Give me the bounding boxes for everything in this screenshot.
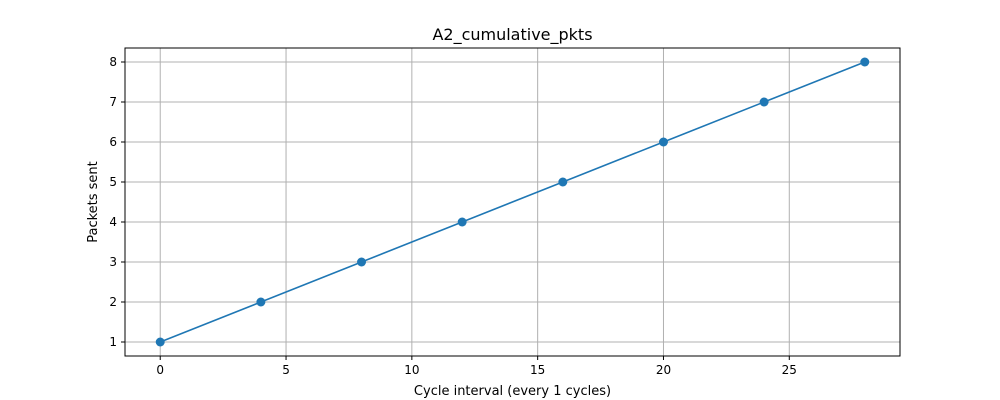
data-point bbox=[457, 217, 467, 227]
chart-title: A2_cumulative_pkts bbox=[432, 25, 592, 45]
data-point bbox=[860, 57, 870, 67]
data-point bbox=[357, 257, 367, 267]
x-axis-label: Cycle interval (every 1 cycles) bbox=[414, 384, 611, 399]
x-tick-label: 5 bbox=[282, 363, 290, 377]
series-layer bbox=[155, 57, 870, 347]
grid bbox=[125, 48, 900, 356]
y-axis-label: Packets sent bbox=[86, 161, 101, 243]
data-point bbox=[558, 177, 568, 187]
x-tick-label: 25 bbox=[782, 363, 797, 377]
plot-frame bbox=[124, 47, 901, 357]
y-tick-label: 3 bbox=[109, 255, 117, 269]
y-tick-label: 6 bbox=[109, 135, 117, 149]
x-tick-label: 20 bbox=[656, 363, 671, 377]
data-point bbox=[658, 137, 668, 147]
y-tick-label: 2 bbox=[109, 295, 117, 309]
y-tick-label: 7 bbox=[109, 95, 117, 109]
data-point bbox=[759, 97, 769, 107]
y-tick-label: 1 bbox=[109, 335, 117, 349]
ticks: 0 5 10 15 20 25 1 2 3 4 5 6 7 8 bbox=[109, 55, 797, 377]
x-tick-label: 0 bbox=[156, 363, 164, 377]
x-tick-label: 10 bbox=[404, 363, 419, 377]
y-tick-label: 5 bbox=[109, 175, 117, 189]
x-tick-label: 15 bbox=[530, 363, 545, 377]
data-point bbox=[256, 297, 266, 307]
series-line bbox=[159, 61, 866, 343]
y-tick-label: 4 bbox=[109, 215, 117, 229]
y-tick-label: 8 bbox=[109, 55, 117, 69]
data-point bbox=[155, 337, 165, 347]
